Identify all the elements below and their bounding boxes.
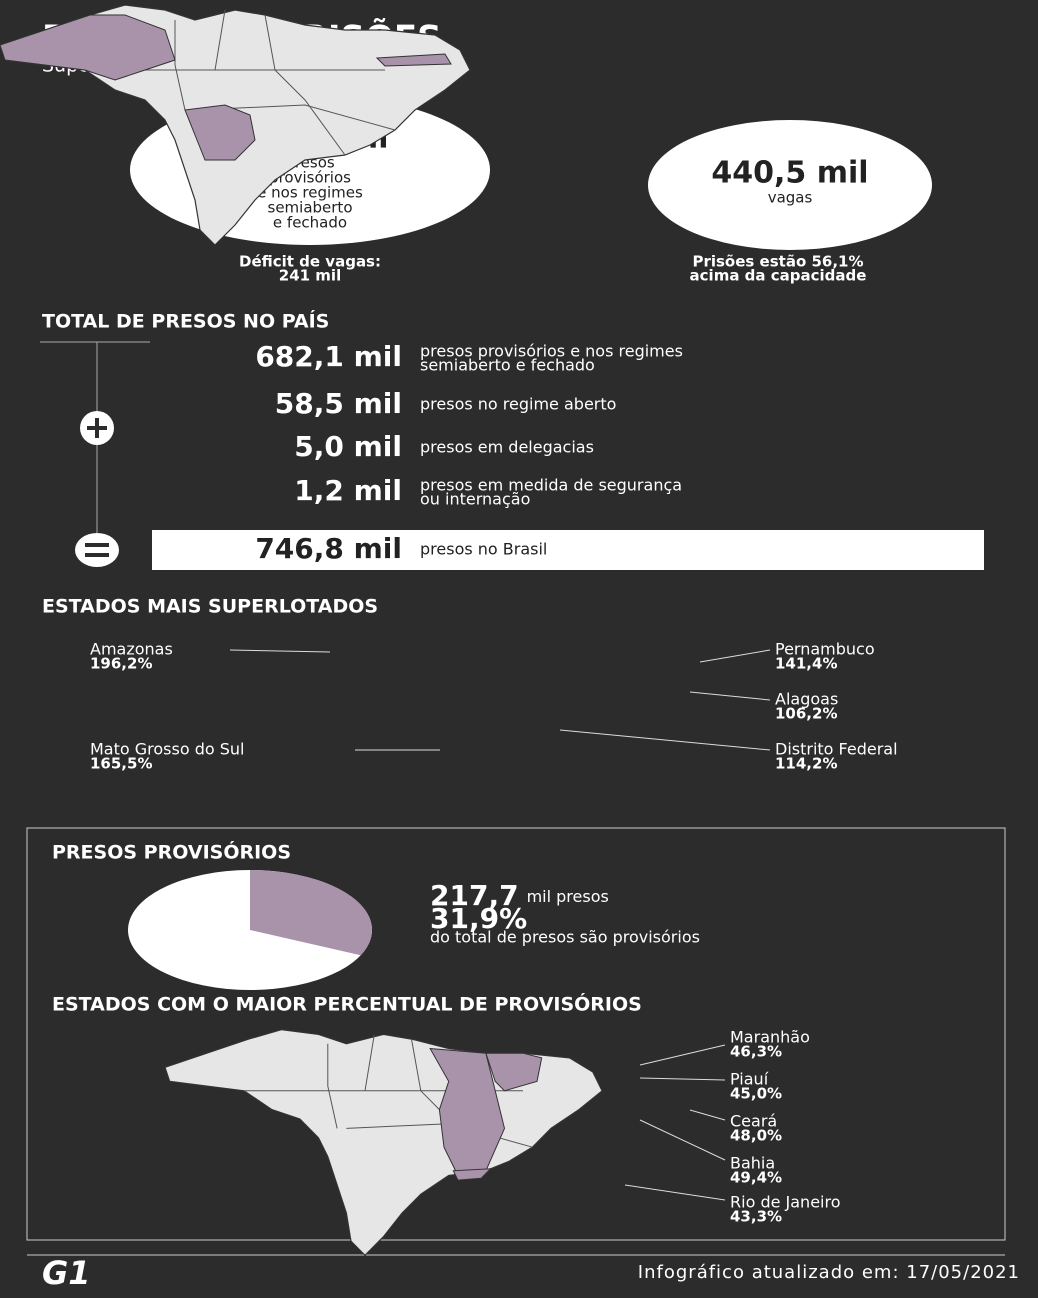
row-text: presos provisórios e nos regimes [420,342,683,361]
row-text: ou internação [420,490,530,509]
sum-text: presos no Brasil [420,540,547,559]
row-value: 58,5 mil [275,387,402,420]
caption: acima da capacidade [690,267,867,285]
row-value: 682,1 mil [255,340,402,373]
state-border [264,14,346,156]
state-name: Mato Grosso do Sul [90,740,245,759]
section-heading: PRESOS PROVISÓRIOS [52,840,291,864]
row-text: presos em medida de segurança [420,476,682,495]
row-text: presos no regime aberto [420,395,616,414]
state-value: 45,0% [730,1085,782,1103]
circle [648,120,932,250]
section-heading: TOTAL DE PRESOS NO PAÍS [42,310,329,333]
caption: Prisões estão 56,1% [692,253,863,271]
state-name: Rio de Janeiro [730,1193,841,1212]
logo: G1 [42,1254,91,1292]
sum-box [152,530,984,570]
amount: 217,7 mil presos [430,879,609,912]
row-value: 5,0 mil [294,430,402,463]
state-value: 46,3% [730,1043,782,1061]
state-name: Alagoas [775,690,838,709]
state-value: 196,2% [90,655,152,673]
highlight-state [375,53,452,67]
leader-line [639,1044,726,1066]
state-border [214,9,226,71]
leader-line [639,1119,726,1161]
section-heading: ESTADOS COM O MAIOR PERCENTUAL DE PROVIS… [52,992,642,1016]
row-text: semiaberto e fechado [420,356,595,375]
row-text: presos em delegacias [420,438,594,457]
sum-value: 746,8 mil [255,532,402,565]
state-value: 141,4% [775,655,837,673]
state-value: 106,2% [775,705,837,723]
circle-text: semiaberto [268,199,353,217]
leader-line [699,649,771,663]
state-value: 43,3% [730,1208,782,1226]
state-border [364,1034,375,1091]
state-border [174,20,186,111]
section-heading: ESTADOS MAIS SUPERLOTADOS [42,596,378,618]
equals [85,543,109,557]
state-value: 49,4% [730,1169,782,1187]
share-text: do total de presos são provisórios [430,928,700,947]
state-name: Piauí [730,1070,769,1089]
state-name: Bahia [730,1154,775,1173]
state-name: Distrito Federal [775,740,898,759]
state-name: Ceará [730,1112,777,1131]
circle-text: e fechado [273,214,347,232]
row-value: 1,2 mil [294,474,402,507]
leader-line [639,1077,726,1081]
circle-value: 440,5 mil [711,156,868,191]
state-value: 114,2% [775,755,837,773]
leader-line [689,1109,726,1121]
leader-line [559,729,771,751]
leader-line [624,1184,726,1201]
circle-text: provisórios [269,169,351,187]
frame [26,827,1006,1241]
plus [87,418,107,438]
highlight-state [184,104,256,161]
pie-slice [250,870,372,956]
highlight-state [0,14,176,81]
caption: 241 mil [279,267,341,285]
highlight-state [485,1052,543,1092]
amount-unit: mil presos [527,887,609,906]
circle-text: e nos regimes [257,184,363,202]
state-name: Maranhão [730,1028,810,1047]
state-value: 165,5% [90,755,152,773]
state-name: Pernambuco [775,640,875,659]
circle-text: vagas [768,189,813,207]
share-label: 31,9% [430,902,527,935]
leader-line [229,649,331,653]
equals-icon [75,533,119,567]
amount-value: 217,7 [430,879,519,912]
leader-line [689,691,771,701]
state-value: 48,0% [730,1127,782,1145]
updated: Infográfico atualizado em: 17/05/2021 [638,1262,1020,1283]
state-border [327,1043,338,1129]
highlight-state [452,1168,492,1181]
state-name: Amazonas [90,640,173,659]
caption: Déficit de vagas: [239,253,381,271]
